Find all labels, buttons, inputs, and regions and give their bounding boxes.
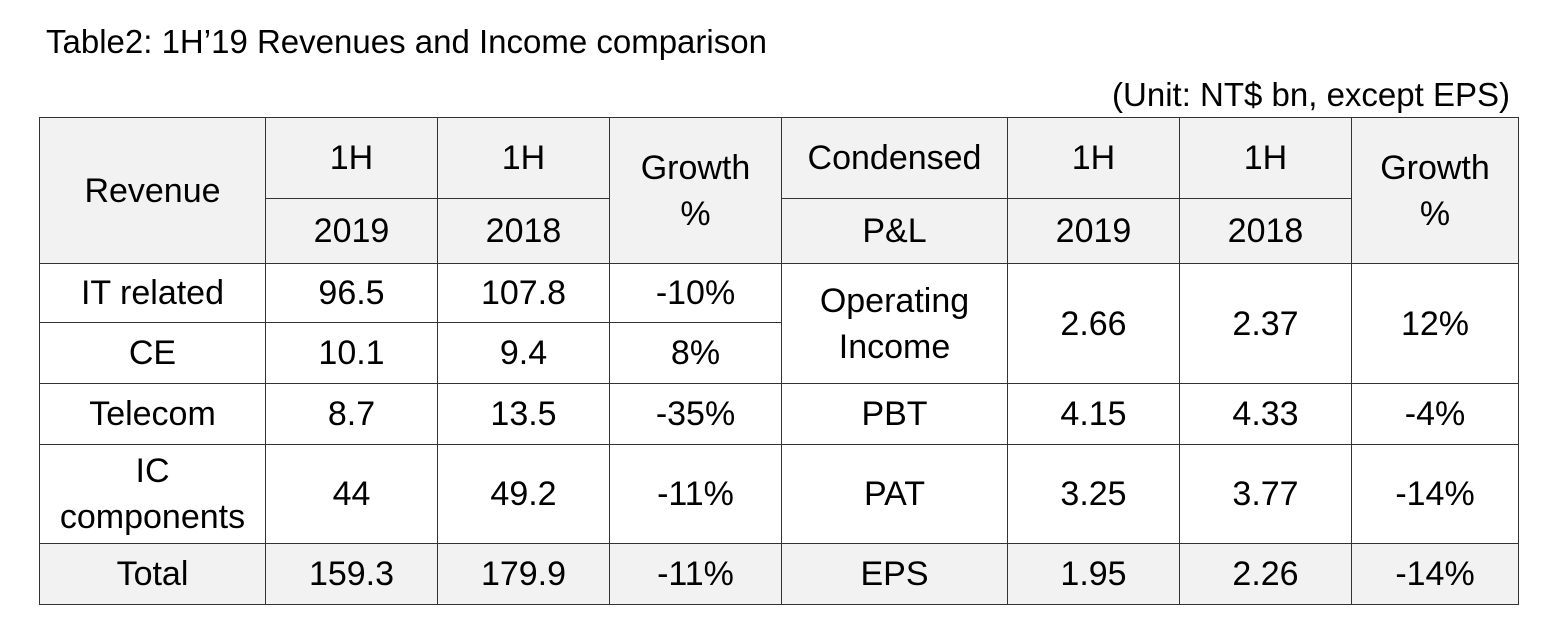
- revenue-label: IT related: [39, 263, 266, 323]
- revenue-2018: 179.9: [437, 543, 610, 605]
- revenue-label: IC components: [39, 444, 266, 544]
- revenue-2019: 10.1: [265, 322, 438, 384]
- revenue-growth: -10%: [609, 263, 782, 323]
- revenue-2019: 159.3: [265, 543, 438, 605]
- revenue-label-top: IC: [135, 452, 170, 490]
- revenue-growth: 8%: [609, 322, 782, 384]
- header-year-2019: 2019: [265, 198, 438, 264]
- header-year-2018: 2018: [437, 198, 610, 264]
- header-1h-2019: 1H: [265, 117, 438, 199]
- header-condensed: Condensed: [781, 117, 1008, 199]
- table-row: Telecom 8.7 13.5 -35% PBT 4.15 4.33 -4%: [39, 383, 1519, 445]
- pl-2019: 4.15: [1007, 383, 1180, 445]
- pl-label: EPS: [781, 543, 1008, 605]
- header-pl-year-2018: 2018: [1179, 198, 1352, 264]
- header-growth-top: Growth: [640, 148, 751, 187]
- table-row: IT related 96.5 107.8 -10% Operating Inc…: [39, 263, 1519, 384]
- revenue-2018: 13.5: [437, 383, 610, 445]
- revenue-label: CE: [39, 322, 266, 384]
- pl-2018: 2.37: [1179, 263, 1352, 384]
- pl-growth: 12%: [1351, 263, 1519, 384]
- header-growth-revenue: Growth %: [609, 117, 782, 264]
- revenue-growth: -11%: [609, 543, 782, 605]
- pl-2019: 3.25: [1007, 444, 1180, 544]
- comparison-table: Revenue 1H 1H Growth % Condensed 1H 1H G…: [39, 117, 1519, 605]
- pl-growth: -14%: [1351, 444, 1519, 544]
- pl-2019: 2.66: [1007, 263, 1180, 384]
- revenue-growth: -35%: [609, 383, 782, 445]
- revenue-2019: 96.5: [265, 263, 438, 323]
- pl-growth: -14%: [1351, 543, 1519, 605]
- header-growth-bottom: %: [680, 194, 711, 233]
- revenue-2018: 9.4: [437, 322, 610, 384]
- revenue-2018: 107.8: [437, 263, 610, 323]
- table-title: Table2: 1H’19 Revenues and Income compar…: [46, 23, 767, 60]
- table-row-total: Total 159.3 179.9 -11% EPS 1.95 2.26 -14…: [39, 543, 1519, 605]
- pl-label: PBT: [781, 383, 1008, 445]
- header-growth-top: Growth: [1380, 148, 1490, 187]
- pl-2018: 2.26: [1179, 543, 1352, 605]
- header-row-1: Revenue 1H 1H Growth % Condensed 1H 1H G…: [39, 117, 1519, 264]
- pl-label: Operating Income: [781, 263, 1008, 384]
- table-row: IC components 44 49.2 -11% PAT 3.25 3.77…: [39, 444, 1519, 544]
- unit-note: (Unit: NT$ bn, except EPS): [1112, 76, 1510, 113]
- header-growth-bottom: %: [1419, 194, 1451, 233]
- revenue-2018: 49.2: [437, 444, 610, 544]
- header-revenue: Revenue: [39, 117, 266, 264]
- revenue-2019: 8.7: [265, 383, 438, 445]
- header-pl-1h-2018: 1H: [1179, 117, 1352, 199]
- pl-label-bottom: Income: [838, 327, 951, 366]
- pl-2019: 1.95: [1007, 543, 1180, 605]
- pl-label: PAT: [781, 444, 1008, 544]
- revenue-label-bottom: components: [59, 498, 246, 536]
- header-row-2: 2019 2018 P&L 2019 2018: [40, 198, 1519, 264]
- revenue-growth: -11%: [609, 444, 782, 544]
- header-pl-year-2019: 2019: [1007, 198, 1180, 264]
- header-pl: P&L: [781, 198, 1008, 264]
- pl-2018: 3.77: [1179, 444, 1352, 544]
- pl-label-top: Operating: [819, 281, 970, 320]
- header-1h-2018: 1H: [437, 117, 610, 199]
- revenue-2019: 44: [265, 444, 438, 544]
- revenue-label: Total: [39, 543, 266, 605]
- header-growth-pl: Growth %: [1351, 117, 1519, 264]
- revenue-label: Telecom: [39, 383, 266, 445]
- pl-2018: 4.33: [1179, 383, 1352, 445]
- pl-growth: -4%: [1351, 383, 1519, 445]
- header-pl-1h-2019: 1H: [1007, 117, 1180, 199]
